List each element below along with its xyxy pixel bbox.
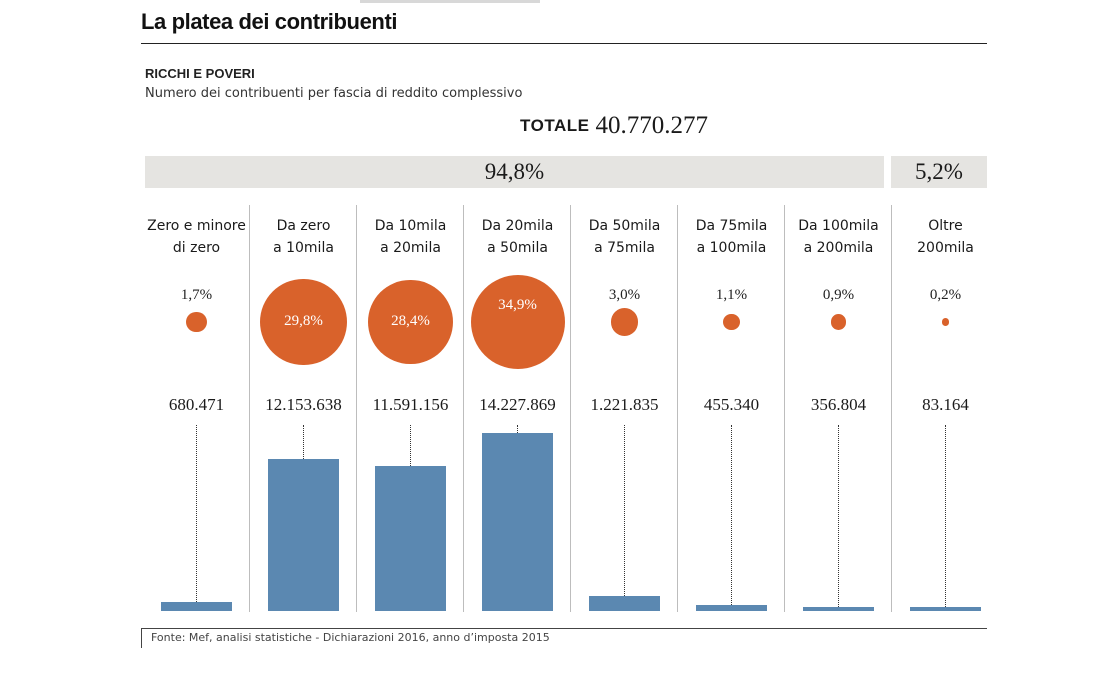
bar xyxy=(482,433,553,611)
bar xyxy=(803,606,874,611)
source-note: Fonte: Mef, analisi statistiche - Dichia… xyxy=(151,631,550,644)
leader-line xyxy=(838,425,839,607)
bar xyxy=(161,602,232,611)
total-value: 40.770.277 xyxy=(595,112,708,139)
percent-label: 0,2% xyxy=(929,287,962,303)
top-rule-fragment xyxy=(360,0,540,3)
leader-line xyxy=(196,425,197,603)
footer-divider xyxy=(141,628,987,629)
chart-kicker: RICCHI E POVERI xyxy=(145,66,255,81)
percent-bubble xyxy=(830,314,847,330)
value-label: 12.153.638 xyxy=(265,395,342,414)
value-label: 455.340 xyxy=(703,395,760,414)
column-divider xyxy=(891,205,892,612)
leader-line xyxy=(624,425,625,596)
title-divider xyxy=(141,43,987,44)
column-divider xyxy=(677,205,678,612)
leader-line xyxy=(517,425,518,434)
value-label: 1.221.835 xyxy=(590,395,659,414)
total-row: TOTALE 40.770.277 xyxy=(0,112,1098,140)
percent-label: 3,0% xyxy=(608,287,641,303)
category-label: Da 20mila a 50mila xyxy=(481,218,554,256)
column-divider xyxy=(570,205,571,612)
group-band-minority: 5,2% xyxy=(891,156,987,188)
category-label: Da zero a 10mila xyxy=(273,218,334,256)
percent-bubble xyxy=(186,311,207,333)
page-title: La platea dei contribuenti xyxy=(141,9,398,34)
percent-label: 1,1% xyxy=(715,287,748,303)
group-band-majority-label: 94,8% xyxy=(484,159,545,184)
percent-label: 34,9% xyxy=(498,297,537,313)
percent-label: 28,4% xyxy=(391,313,430,330)
percent-bubble xyxy=(723,313,740,331)
value-label: 14.227.869 xyxy=(479,395,556,414)
percent-bubble xyxy=(610,308,639,336)
bar xyxy=(268,459,339,611)
chart-subtitle: Numero dei contribuenti per fascia di re… xyxy=(145,86,523,101)
percent-bubble xyxy=(941,318,950,326)
percent-label: 1,7% xyxy=(180,287,213,303)
leader-line xyxy=(303,425,304,460)
bar xyxy=(375,466,446,611)
group-band-minority-label: 5,2% xyxy=(915,159,963,184)
leader-line xyxy=(945,425,946,607)
category-label: Da 100mila a 200mila xyxy=(798,218,879,256)
bar xyxy=(910,607,981,611)
value-label: 83.164 xyxy=(922,395,969,414)
footer-tick xyxy=(141,628,142,648)
value-label: 11.591.156 xyxy=(372,395,449,414)
category-label: Da 10mila a 20mila xyxy=(374,218,447,256)
leader-line xyxy=(410,425,411,467)
percent-bubble: 28,4% xyxy=(368,279,453,365)
column-divider xyxy=(356,205,357,612)
column-divider xyxy=(463,205,464,612)
category-label: Da 50mila a 75mila xyxy=(588,218,661,256)
value-label: 356.804 xyxy=(810,395,867,414)
category-label: Da 75mila a 100mila xyxy=(695,218,768,256)
bar xyxy=(589,595,660,611)
leader-line xyxy=(731,425,732,606)
total-label: TOTALE xyxy=(520,116,590,135)
bar xyxy=(696,605,767,611)
percent-bubble: 34,9% xyxy=(470,275,565,369)
percent-label: 29,8% xyxy=(284,313,323,330)
percent-label: 0,9% xyxy=(822,287,855,303)
value-label: 680.471 xyxy=(168,395,225,414)
group-band-majority: 94,8% xyxy=(145,156,884,188)
category-label: Zero e minore di zero xyxy=(147,218,246,256)
column-divider xyxy=(249,205,250,612)
percent-bubble: 29,8% xyxy=(260,278,347,366)
column-divider xyxy=(784,205,785,612)
category-label: Oltre 200mila xyxy=(917,218,974,256)
